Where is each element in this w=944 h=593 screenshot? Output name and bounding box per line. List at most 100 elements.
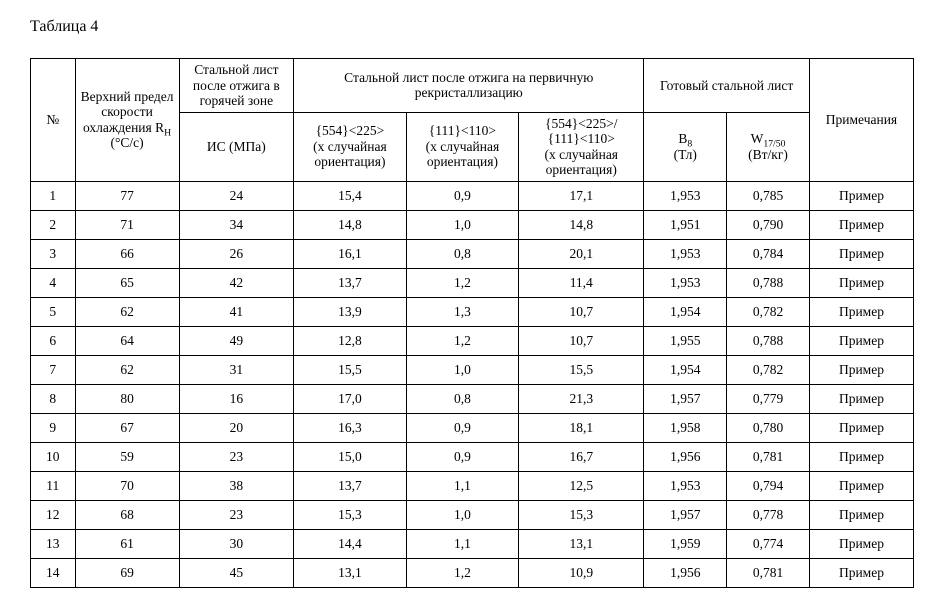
cell-n: 14 <box>31 558 76 587</box>
cell-n: 12 <box>31 500 76 529</box>
cell-rh: 70 <box>75 471 179 500</box>
cell-b8: 1,959 <box>644 529 727 558</box>
cell-n: 11 <box>31 471 76 500</box>
cell-note: Пример <box>809 500 913 529</box>
cell-is: 38 <box>179 471 294 500</box>
cell-is: 41 <box>179 297 294 326</box>
cell-n: 8 <box>31 384 76 413</box>
cell-is: 30 <box>179 529 294 558</box>
cell-note: Пример <box>809 471 913 500</box>
cell-note: Пример <box>809 442 913 471</box>
cell-w: 0,781 <box>727 558 810 587</box>
cell-o554: 13,7 <box>294 268 406 297</box>
cell-w: 0,779 <box>727 384 810 413</box>
cell-is: 31 <box>179 355 294 384</box>
table-row: 12682315,31,015,31,9570,778Пример <box>31 500 914 529</box>
table-caption: Таблица 4 <box>30 18 914 36</box>
cell-w: 0,785 <box>727 181 810 210</box>
cell-orat: 21,3 <box>519 384 644 413</box>
cell-note: Пример <box>809 529 913 558</box>
cell-orat: 16,7 <box>519 442 644 471</box>
cell-o111: 0,9 <box>406 413 518 442</box>
cell-o111: 1,1 <box>406 471 518 500</box>
cell-is: 42 <box>179 268 294 297</box>
table-body: 1772415,40,917,11,9530,785Пример2713414,… <box>31 181 914 587</box>
table-row: 14694513,11,210,91,9560,781Пример <box>31 558 914 587</box>
cell-b8: 1,954 <box>644 355 727 384</box>
table-row: 5624113,91,310,71,9540,782Пример <box>31 297 914 326</box>
table-row: 8801617,00,821,31,9570,779Пример <box>31 384 914 413</box>
cell-o111: 1,0 <box>406 210 518 239</box>
cell-orat: 10,9 <box>519 558 644 587</box>
table-row: 9672016,30,918,11,9580,780Пример <box>31 413 914 442</box>
cell-o111: 1,3 <box>406 297 518 326</box>
col-group-finished: Готовый стальной лист <box>644 59 810 113</box>
cell-orat: 15,5 <box>519 355 644 384</box>
table-row: 3662616,10,820,11,9530,784Пример <box>31 239 914 268</box>
cell-rh: 68 <box>75 500 179 529</box>
cell-o554: 15,5 <box>294 355 406 384</box>
cell-w: 0,790 <box>727 210 810 239</box>
page: Таблица 4 № Верхний предел скорости охла… <box>0 0 944 593</box>
cell-is: 20 <box>179 413 294 442</box>
cell-b8: 1,953 <box>644 181 727 210</box>
cell-b8: 1,951 <box>644 210 727 239</box>
col-header-b8: B8(Тл) <box>644 112 727 181</box>
cell-orat: 10,7 <box>519 326 644 355</box>
col-header-is: ИС (МПа) <box>179 112 294 181</box>
table-row: 1772415,40,917,11,9530,785Пример <box>31 181 914 210</box>
cell-note: Пример <box>809 355 913 384</box>
cell-is: 45 <box>179 558 294 587</box>
cell-n: 10 <box>31 442 76 471</box>
cell-w: 0,782 <box>727 297 810 326</box>
cell-note: Пример <box>809 297 913 326</box>
cell-rh: 66 <box>75 239 179 268</box>
cell-orat: 13,1 <box>519 529 644 558</box>
cell-o554: 16,1 <box>294 239 406 268</box>
cell-o111: 1,0 <box>406 500 518 529</box>
cell-is: 16 <box>179 384 294 413</box>
cell-o111: 1,0 <box>406 355 518 384</box>
cell-w: 0,788 <box>727 326 810 355</box>
cell-note: Пример <box>809 268 913 297</box>
cell-w: 0,774 <box>727 529 810 558</box>
cell-w: 0,788 <box>727 268 810 297</box>
data-table: № Верхний предел скорости охлаждения RH … <box>30 58 914 588</box>
cell-note: Пример <box>809 558 913 587</box>
cell-n: 9 <box>31 413 76 442</box>
cell-is: 26 <box>179 239 294 268</box>
cell-orat: 10,7 <box>519 297 644 326</box>
cell-rh: 80 <box>75 384 179 413</box>
cell-rh: 61 <box>75 529 179 558</box>
col-header-rh: Верхний предел скорости охлаждения RH (°… <box>75 59 179 182</box>
col-header-o111: {111}<110>(х случайная ориентация) <box>406 112 518 181</box>
cell-rh: 65 <box>75 268 179 297</box>
cell-n: 13 <box>31 529 76 558</box>
col-header-num: № <box>31 59 76 182</box>
cell-rh: 62 <box>75 355 179 384</box>
col-header-orat: {554}<225>/{111}<110>(х случайная ориент… <box>519 112 644 181</box>
cell-is: 49 <box>179 326 294 355</box>
cell-rh: 62 <box>75 297 179 326</box>
cell-b8: 1,953 <box>644 239 727 268</box>
table-row: 4654213,71,211,41,9530,788Пример <box>31 268 914 297</box>
cell-is: 23 <box>179 442 294 471</box>
cell-o111: 0,8 <box>406 239 518 268</box>
cell-o554: 15,0 <box>294 442 406 471</box>
cell-n: 5 <box>31 297 76 326</box>
cell-o111: 1,2 <box>406 268 518 297</box>
cell-is: 23 <box>179 500 294 529</box>
cell-n: 3 <box>31 239 76 268</box>
table-row: 11703813,71,112,51,9530,794Пример <box>31 471 914 500</box>
cell-rh: 67 <box>75 413 179 442</box>
cell-b8: 1,954 <box>644 297 727 326</box>
col-group-hotzone: Стальной лист после отжига в горячей зон… <box>179 59 294 113</box>
cell-is: 24 <box>179 181 294 210</box>
cell-n: 6 <box>31 326 76 355</box>
cell-o111: 0,9 <box>406 442 518 471</box>
table-header: № Верхний предел скорости охлаждения RH … <box>31 59 914 182</box>
col-group-recryst: Стальной лист после отжига на первичную … <box>294 59 644 113</box>
table-row: 7623115,51,015,51,9540,782Пример <box>31 355 914 384</box>
cell-note: Пример <box>809 326 913 355</box>
cell-o554: 14,4 <box>294 529 406 558</box>
